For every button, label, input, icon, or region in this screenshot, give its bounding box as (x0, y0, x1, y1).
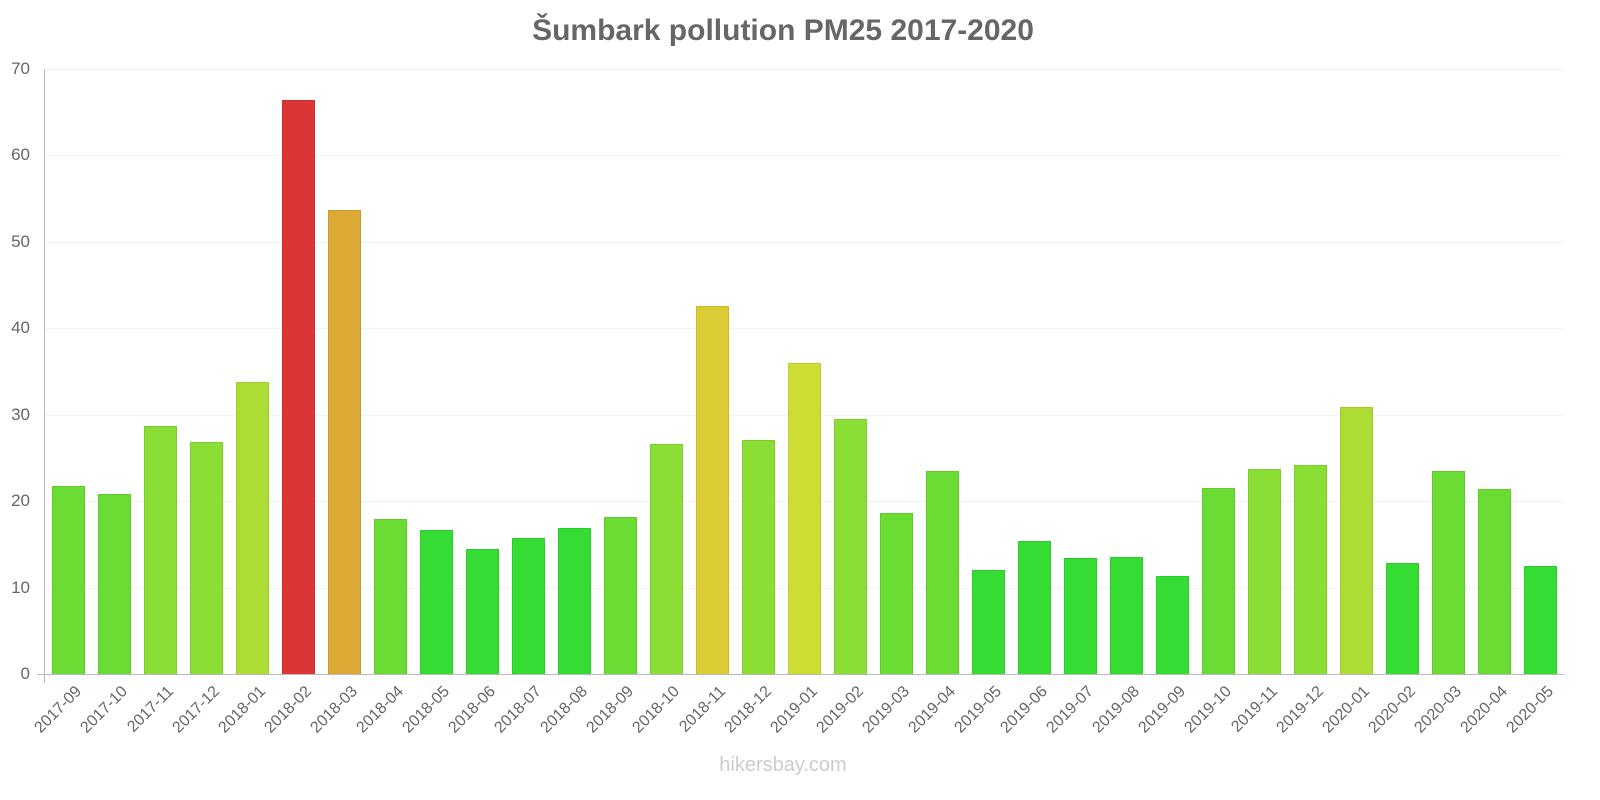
bar-2019-10[interactable] (1202, 488, 1235, 674)
x-axis-line (37, 674, 1564, 675)
bar-2018-01[interactable] (236, 381, 269, 674)
bar-2020-01[interactable] (1340, 406, 1373, 674)
bar-2017-12[interactable] (190, 442, 223, 674)
bar-2018-04[interactable] (374, 519, 407, 674)
bar-2018-09[interactable] (604, 516, 637, 674)
bar-2020-03[interactable] (1432, 470, 1465, 674)
bar-2020-02[interactable] (1386, 563, 1419, 674)
bar-2018-05[interactable] (420, 529, 453, 674)
plot-area (45, 69, 1563, 674)
y-tick-label: 10 (11, 577, 30, 597)
gridline (45, 241, 1563, 243)
bar-2018-03[interactable] (328, 209, 361, 674)
bar-2018-11[interactable] (696, 305, 729, 674)
bar-2019-05[interactable] (972, 570, 1005, 674)
bar-2020-05[interactable] (1524, 565, 1557, 674)
bar-2017-10[interactable] (98, 494, 131, 674)
bar-2018-10[interactable] (650, 444, 683, 674)
bar-2019-01[interactable] (788, 362, 821, 674)
gridline (45, 155, 1563, 157)
bar-2019-09[interactable] (1156, 576, 1189, 674)
bar-2019-08[interactable] (1110, 557, 1143, 674)
bar-2018-06[interactable] (466, 548, 499, 674)
bar-2019-03[interactable] (880, 513, 913, 674)
y-tick-label: 20 (11, 491, 30, 511)
bar-2018-08[interactable] (558, 527, 591, 674)
watermark: hikersbay.com (719, 754, 847, 776)
y-tick-label: 40 (11, 318, 30, 338)
bar-2019-06[interactable] (1018, 540, 1051, 674)
y-axis-line (44, 69, 45, 683)
gridline (45, 69, 1563, 70)
bar-2017-11[interactable] (144, 425, 177, 674)
chart-title: Šumbark pollution PM25 2017-2020 (532, 14, 1034, 47)
y-tick-label: 50 (11, 231, 30, 251)
bar-2019-04[interactable] (926, 470, 959, 674)
bar-2017-09[interactable] (52, 485, 85, 674)
y-tick-label: 70 (11, 59, 30, 78)
bar-2020-04[interactable] (1478, 489, 1511, 674)
y-tick-label: 0 (20, 664, 30, 683)
bar-2018-07[interactable] (512, 538, 545, 674)
gridline (45, 328, 1563, 330)
bar-2018-12[interactable] (742, 439, 775, 674)
y-tick-label: 30 (11, 404, 30, 424)
bar-2019-12[interactable] (1294, 464, 1327, 674)
y-tick-label: 60 (11, 145, 30, 165)
bar-2019-11[interactable] (1248, 469, 1281, 674)
bar-2019-02[interactable] (834, 419, 867, 674)
bar-2019-07[interactable] (1064, 558, 1097, 674)
bar-2018-02[interactable] (282, 100, 315, 674)
